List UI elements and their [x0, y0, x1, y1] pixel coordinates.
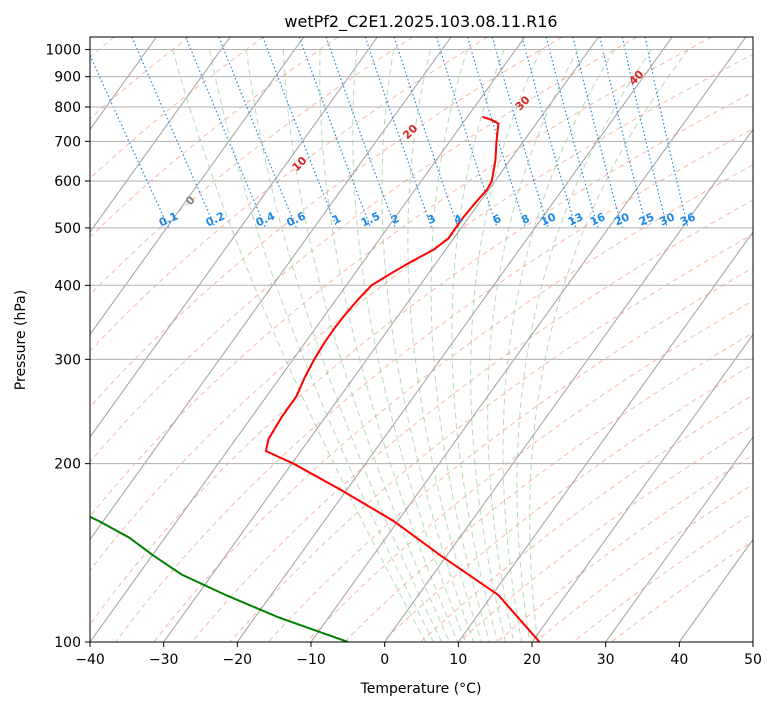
mixing-ratio-label: 2 — [389, 212, 401, 227]
moist-adiabat-line — [530, 50, 689, 642]
isotherm-line — [0, 37, 304, 642]
x-tick-label: −10 — [296, 652, 326, 668]
mixing-ratio-label: 6 — [491, 212, 504, 227]
x-axis-label: Temperature (°C) — [360, 681, 482, 697]
y-axis-label: Pressure (hPa) — [13, 290, 29, 390]
background-lines — [0, 37, 775, 642]
y-tick-label: 200 — [54, 457, 81, 473]
x-tick-label: −20 — [223, 652, 253, 668]
x-tick-label: −40 — [75, 652, 105, 668]
mixing-ratio-label: 0.4 — [254, 209, 277, 229]
mixing-ratio-label: 0.2 — [204, 209, 227, 229]
mixing-ratio-line — [365, 37, 431, 228]
dry-adiabat-line — [154, 37, 775, 642]
moist-adiabat-line — [471, 50, 541, 642]
y-tick-label: 700 — [54, 134, 81, 150]
x-tick-label: −30 — [149, 652, 179, 668]
isotherm-line — [90, 37, 525, 642]
dry-adiabat-line — [421, 37, 775, 642]
x-tick-label: 30 — [597, 652, 615, 668]
y-tick-label: 600 — [54, 174, 81, 190]
dry-adiabat-line — [192, 37, 775, 642]
pressure-grid — [90, 50, 753, 642]
y-axis: 100 200 300 400 500 600 700 800 900 1000 — [45, 43, 90, 651]
isotherm-line — [311, 37, 746, 642]
mixing-ratio-label: 36 — [678, 210, 698, 228]
moist-adiabat-line — [283, 50, 449, 642]
x-tick-label: 10 — [449, 652, 467, 668]
moist-adiabat-line — [488, 50, 578, 642]
dry-adiabat-line — [0, 37, 637, 642]
isotherm-line — [679, 37, 775, 642]
dry-adiabat-line — [535, 37, 775, 642]
x-tick-label: 20 — [523, 652, 541, 668]
y-tick-label: 400 — [54, 278, 81, 294]
mixing-ratio-line — [600, 37, 647, 228]
moist-adiabat-line — [517, 50, 652, 642]
y-tick-label: 900 — [54, 70, 81, 86]
mixing-ratio-label: 3 — [425, 212, 437, 227]
y-tick-label: 500 — [54, 221, 81, 237]
mixing-ratio-label: 25 — [637, 210, 656, 228]
mixing-ratio-line — [186, 37, 266, 228]
mixing-ratio-line — [546, 37, 598, 228]
mixing-ratio-line — [132, 37, 216, 228]
mixing-ratio-line — [82, 37, 169, 228]
y-tick-label: 100 — [54, 635, 81, 651]
mixing-ratio-label: 0.6 — [285, 209, 308, 229]
isotherm-line — [753, 37, 775, 642]
reference-labels: -100-90-80-70-60-50-40-30-20-10010203040… — [0, 67, 698, 655]
dry-adiabat-line — [0, 37, 264, 642]
mixing-ratio-label: 10 — [539, 210, 559, 228]
moist-adiabat-line — [173, 50, 426, 642]
isotherm-line — [237, 37, 672, 642]
temperature-line — [266, 117, 540, 642]
mixing-ratio-line — [219, 37, 296, 228]
mixing-ratio-label: 13 — [566, 210, 585, 228]
y-tick-label: 800 — [54, 100, 81, 116]
y-tick-label: 300 — [54, 352, 81, 368]
dry-adiabat-line — [459, 37, 775, 642]
dry-adiabat-line — [0, 37, 413, 642]
x-tick-label: 40 — [670, 652, 688, 668]
isotherm-line — [16, 37, 451, 642]
mixing-ratio-label: 0.1 — [157, 209, 180, 229]
dry-adiabat-label: -10 — [68, 234, 91, 257]
dry-adiabat-line — [268, 37, 775, 642]
profile-lines — [0, 117, 540, 642]
mixing-ratio-label: 30 — [657, 210, 677, 228]
dry-adiabat-label: 40 — [626, 67, 646, 87]
mixing-ratio-line — [326, 37, 395, 228]
moist-adiabat-line — [382, 50, 474, 642]
isotherm-line — [458, 37, 775, 642]
mixing-ratio-label: 20 — [612, 210, 632, 228]
isotherm-line — [0, 37, 9, 642]
x-tick-label: 50 — [744, 652, 762, 668]
mixing-ratio-label: 1 — [331, 212, 343, 227]
dry-adiabat-line — [497, 37, 775, 642]
dry-adiabat-line — [1, 37, 711, 642]
dry-adiabat-label: 20 — [400, 122, 420, 142]
mixing-ratio-line — [492, 37, 548, 228]
isotherm-line — [385, 37, 775, 642]
chart-title: wetPf2_C2E1.2025.103.08.11.R16 — [284, 12, 557, 32]
dry-adiabat-label: 10 — [290, 154, 310, 174]
isotherm-line — [164, 37, 599, 642]
mixing-ratio-label: 8 — [519, 212, 531, 227]
x-tick-label: 0 — [380, 652, 389, 668]
dry-adiabat-line — [611, 37, 775, 642]
dry-adiabat-line — [383, 37, 775, 642]
x-axis: −40 −30 −20 −10 0 10 20 30 40 50 — [75, 642, 762, 668]
y-tick-label: 1000 — [45, 43, 81, 59]
dry-adiabat-line — [0, 37, 338, 642]
